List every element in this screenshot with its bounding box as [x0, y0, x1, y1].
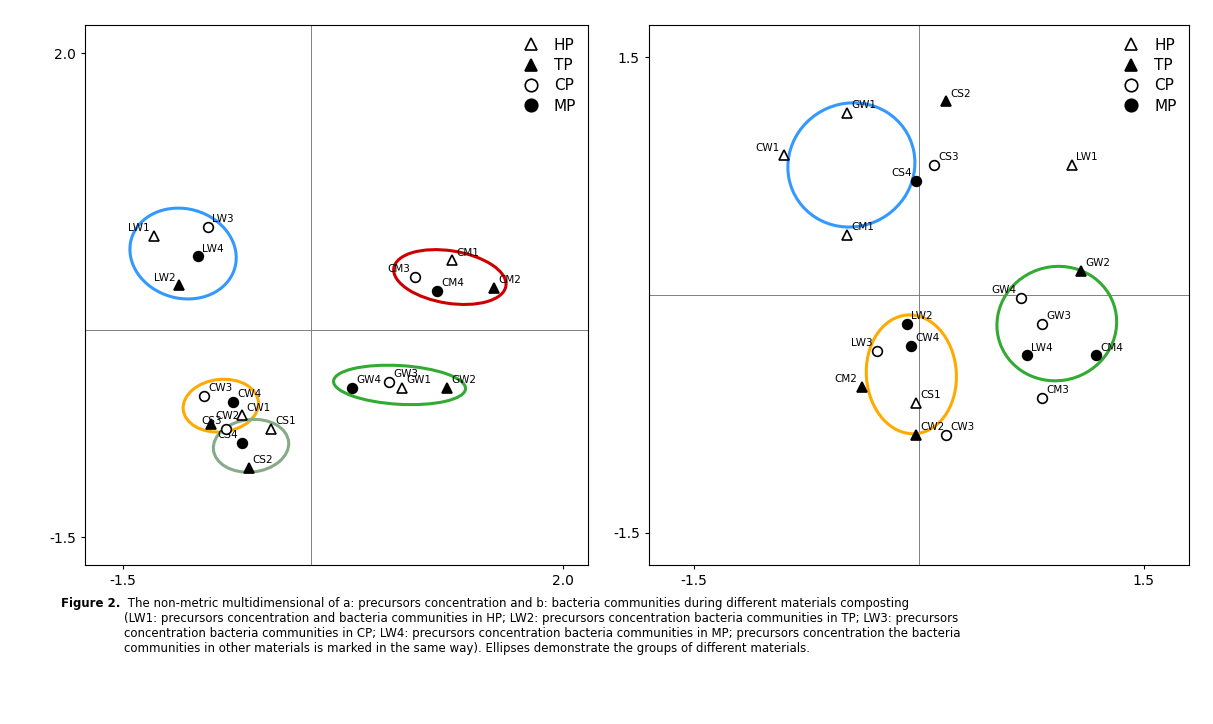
Text: GW2: GW2: [1084, 258, 1110, 269]
Text: LW1: LW1: [1076, 152, 1098, 162]
Text: CS1: CS1: [275, 416, 296, 426]
Text: CW4: CW4: [238, 389, 262, 399]
Text: LW2: LW2: [154, 272, 175, 282]
Text: CM1: CM1: [456, 248, 479, 258]
Text: CM3: CM3: [388, 264, 410, 274]
Text: CS4: CS4: [217, 430, 238, 440]
Text: LW3: LW3: [852, 338, 872, 348]
Text: CS1: CS1: [919, 390, 940, 400]
Text: CM4: CM4: [442, 278, 465, 288]
Text: GW3: GW3: [394, 369, 418, 379]
Text: CM1: CM1: [852, 222, 873, 232]
Text: CM3: CM3: [1046, 385, 1069, 395]
Text: LW4: LW4: [203, 243, 224, 253]
Text: GW1: GW1: [406, 375, 431, 385]
Text: GW4: GW4: [355, 375, 381, 385]
Text: CS4: CS4: [892, 168, 912, 178]
Text: CM4: CM4: [1100, 342, 1123, 353]
Text: CW3: CW3: [209, 383, 233, 393]
Text: CW2: CW2: [919, 422, 944, 432]
Text: LW1: LW1: [129, 223, 150, 233]
Text: LW2: LW2: [911, 311, 933, 321]
Text: CS3: CS3: [938, 152, 958, 162]
Text: GW3: GW3: [1046, 311, 1071, 321]
Text: CM2: CM2: [835, 374, 858, 384]
Text: CW3: CW3: [950, 422, 974, 432]
Text: LW3: LW3: [212, 214, 234, 224]
Text: GW4: GW4: [992, 285, 1016, 295]
Text: GW2: GW2: [451, 375, 477, 385]
Legend: HP, TP, CP, MP: HP, TP, CP, MP: [511, 33, 581, 118]
Text: CW2: CW2: [215, 411, 239, 421]
Text: CS2: CS2: [950, 89, 970, 98]
Text: CS3: CS3: [201, 416, 222, 426]
Text: CW4: CW4: [916, 333, 940, 343]
Text: CW1: CW1: [756, 143, 780, 153]
Text: CM2: CM2: [499, 275, 520, 285]
Text: GW1: GW1: [852, 100, 876, 110]
Text: Figure 2.: Figure 2.: [61, 597, 120, 610]
Text: CW1: CW1: [246, 403, 270, 413]
Text: CS2: CS2: [252, 455, 273, 465]
Text: LW4: LW4: [1031, 342, 1053, 353]
Legend: HP, TP, CP, MP: HP, TP, CP, MP: [1111, 33, 1181, 118]
Text: The non-metric multidimensional of a: precursors concentration and b: bacteria c: The non-metric multidimensional of a: pr…: [124, 597, 961, 655]
